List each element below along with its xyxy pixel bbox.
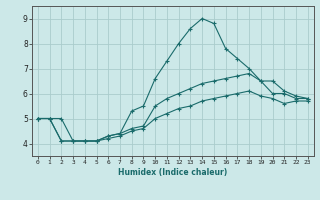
X-axis label: Humidex (Indice chaleur): Humidex (Indice chaleur) <box>118 168 228 177</box>
